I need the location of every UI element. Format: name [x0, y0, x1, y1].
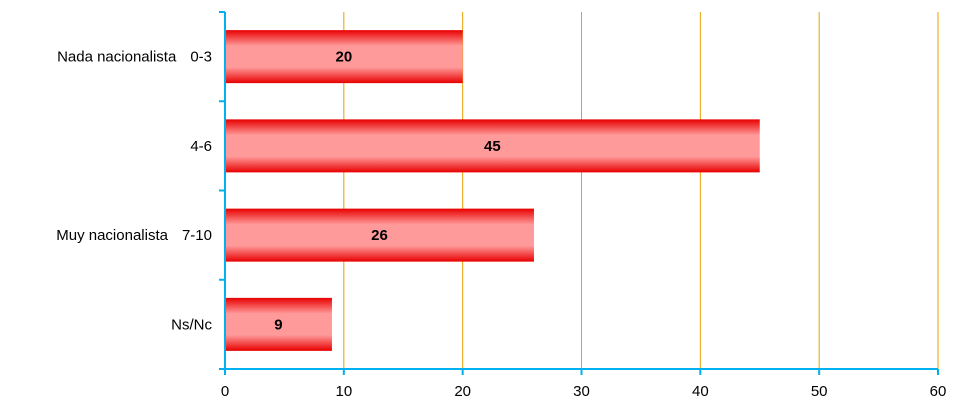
- data-label-0: 20: [335, 49, 352, 66]
- data-label-2: 26: [371, 227, 388, 244]
- bar-3: [226, 297, 332, 351]
- x-tick-label-10: 10: [335, 383, 352, 400]
- axes: [219, 11, 939, 375]
- category-group-label-0: Nada nacionalista: [57, 49, 177, 66]
- category-label-1: 4-6: [190, 138, 212, 155]
- x-tick-label-0: 0: [221, 383, 229, 400]
- x-tick-label-20: 20: [454, 383, 471, 400]
- bar-0: [226, 30, 463, 84]
- category-label-3: Ns/Nc: [171, 316, 212, 333]
- labels: 20 45 26 9 0 10 20 30 40 50 60 0-3 Nada nacionalista…: [56, 49, 946, 400]
- category-label-2: 7-10: [182, 227, 212, 244]
- x-tick-label-50: 50: [811, 383, 828, 400]
- bar-2: [226, 208, 534, 262]
- x-tick-label-40: 40: [692, 383, 709, 400]
- data-label-3: 9: [274, 316, 282, 333]
- bar-1: [226, 119, 760, 173]
- bars: [226, 30, 760, 351]
- data-label-1: 45: [484, 138, 501, 155]
- category-group-label-2: Muy nacionalista: [56, 227, 168, 244]
- x-tick-label-60: 60: [930, 383, 947, 400]
- x-tick-label-30: 30: [573, 383, 590, 400]
- category-label-0: 0-3: [190, 49, 212, 66]
